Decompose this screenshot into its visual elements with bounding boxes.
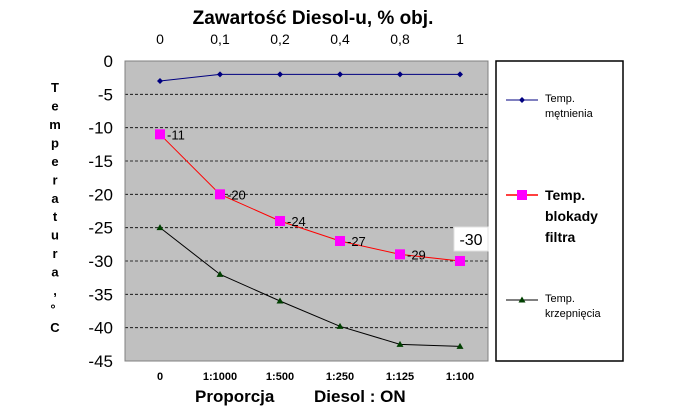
y-axis-label-char: u xyxy=(51,228,59,243)
series-line xyxy=(159,133,461,262)
y-tick-label: -40 xyxy=(88,319,113,338)
series-line xyxy=(159,73,460,82)
data-point-diamond xyxy=(337,71,343,78)
legend: Temp. mętnienia Temp. blokady filtra Temp. krz… xyxy=(506,93,602,320)
top-tick-label: 1 xyxy=(456,31,464,47)
y-tick-label: -20 xyxy=(88,185,113,204)
y-axis-label-char: ° xyxy=(50,302,55,317)
bottom-axis-title-left: Proporcja xyxy=(195,387,275,406)
data-point-square xyxy=(215,189,225,200)
y-axis-label-char: e xyxy=(51,98,58,113)
data-point-triangle xyxy=(216,270,224,277)
top-tick-label: 0,1 xyxy=(210,31,230,47)
y-tick-label: -25 xyxy=(88,219,113,238)
y-axis-ticks: 0 -5 -10 -15 -20 -25 -30 -35 -40 -45 xyxy=(88,52,113,371)
legend-marker-diamond xyxy=(519,97,525,103)
bottom-tick-label: 1:500 xyxy=(266,371,294,383)
y-axis-label-char: r xyxy=(52,246,57,261)
data-point-triangle xyxy=(276,297,284,304)
y-tick-label: -5 xyxy=(98,85,113,104)
y-tick-label: -30 xyxy=(88,252,113,271)
data-point-square xyxy=(455,256,465,266)
y-tick-label: -45 xyxy=(88,352,113,371)
data-point-square xyxy=(335,236,345,246)
data-label: -29 xyxy=(407,247,426,262)
bottom-tick-label: 1:100 xyxy=(446,371,474,383)
y-axis-label-char: a xyxy=(51,191,59,206)
data-label: -27 xyxy=(347,234,366,249)
y-axis-label-char: p xyxy=(51,135,59,150)
bottom-axis-title-right: Diesol : ON xyxy=(314,387,406,406)
y-tick-label: 0 xyxy=(104,52,113,71)
grid-lines xyxy=(125,93,488,329)
legend-box xyxy=(495,60,624,362)
legend-label: Temp. xyxy=(545,293,575,305)
top-tick-label: 0,8 xyxy=(390,31,410,47)
data-point-diamond xyxy=(277,71,283,78)
data-label: -24 xyxy=(287,214,306,229)
data-label: -20 xyxy=(227,187,246,202)
data-point-diamond xyxy=(457,71,463,78)
bottom-tick-label: 0 xyxy=(157,371,163,383)
legend-label: blokady xyxy=(545,208,598,224)
top-tick-label: 0,4 xyxy=(330,31,350,47)
y-axis-label-char: C xyxy=(50,320,60,335)
y-axis-label-char: m xyxy=(49,117,61,132)
data-label-box xyxy=(453,226,489,252)
legend-label: filtra xyxy=(545,229,576,245)
top-axis-title: Zawartość Diesol-u, % obj. xyxy=(193,8,434,29)
bottom-tick-label: 1:250 xyxy=(326,371,354,383)
legend-marker-triangle xyxy=(518,296,526,303)
data-point-diamond xyxy=(217,71,223,78)
data-label: -11 xyxy=(167,127,185,142)
plot-border xyxy=(124,60,489,362)
legend-label: Temp. xyxy=(545,93,575,105)
data-point-diamond xyxy=(157,78,163,84)
top-axis-ticks: 0 0,1 0,2 0,4 0,8 1 xyxy=(156,31,464,47)
top-tick-label: 0,2 xyxy=(270,31,290,47)
legend-label: Temp. xyxy=(545,187,585,203)
data-point-square xyxy=(395,249,405,260)
data-point-triangle xyxy=(396,340,404,347)
y-axis-label-char: , xyxy=(53,283,57,298)
data-point-triangle xyxy=(156,224,164,231)
y-axis-label-char: e xyxy=(51,154,58,169)
y-tick-label: -15 xyxy=(88,152,113,171)
y-tick-label: -35 xyxy=(88,285,113,304)
y-axis-label-char: T xyxy=(51,80,59,95)
y-axis-label-char: a xyxy=(51,265,59,280)
plot-area xyxy=(125,61,488,361)
data-point-triangle xyxy=(456,342,464,349)
y-axis-label-char: r xyxy=(52,172,57,187)
data-label: -30 xyxy=(459,232,482,249)
series-layer: -11 -20 -24 -27 -29 -30 xyxy=(155,71,489,349)
legend-label: mętnienia xyxy=(545,108,594,120)
bottom-tick-label: 1:125 xyxy=(386,371,414,383)
y-axis-label-char: t xyxy=(53,209,58,224)
bottom-tick-label: 1:1000 xyxy=(203,371,237,383)
data-point-square xyxy=(275,216,285,226)
data-point-diamond xyxy=(397,71,403,78)
data-point-triangle xyxy=(336,322,344,329)
top-tick-label: 0 xyxy=(156,31,164,47)
series-line xyxy=(159,227,461,347)
legend-label: krzepnięcia xyxy=(545,308,602,320)
data-point-square xyxy=(155,129,165,140)
bottom-axis-ticks: 0 1:1000 1:500 1:250 1:125 1:100 xyxy=(157,371,474,383)
y-tick-label: -10 xyxy=(88,119,113,138)
legend-marker-square xyxy=(517,190,527,200)
